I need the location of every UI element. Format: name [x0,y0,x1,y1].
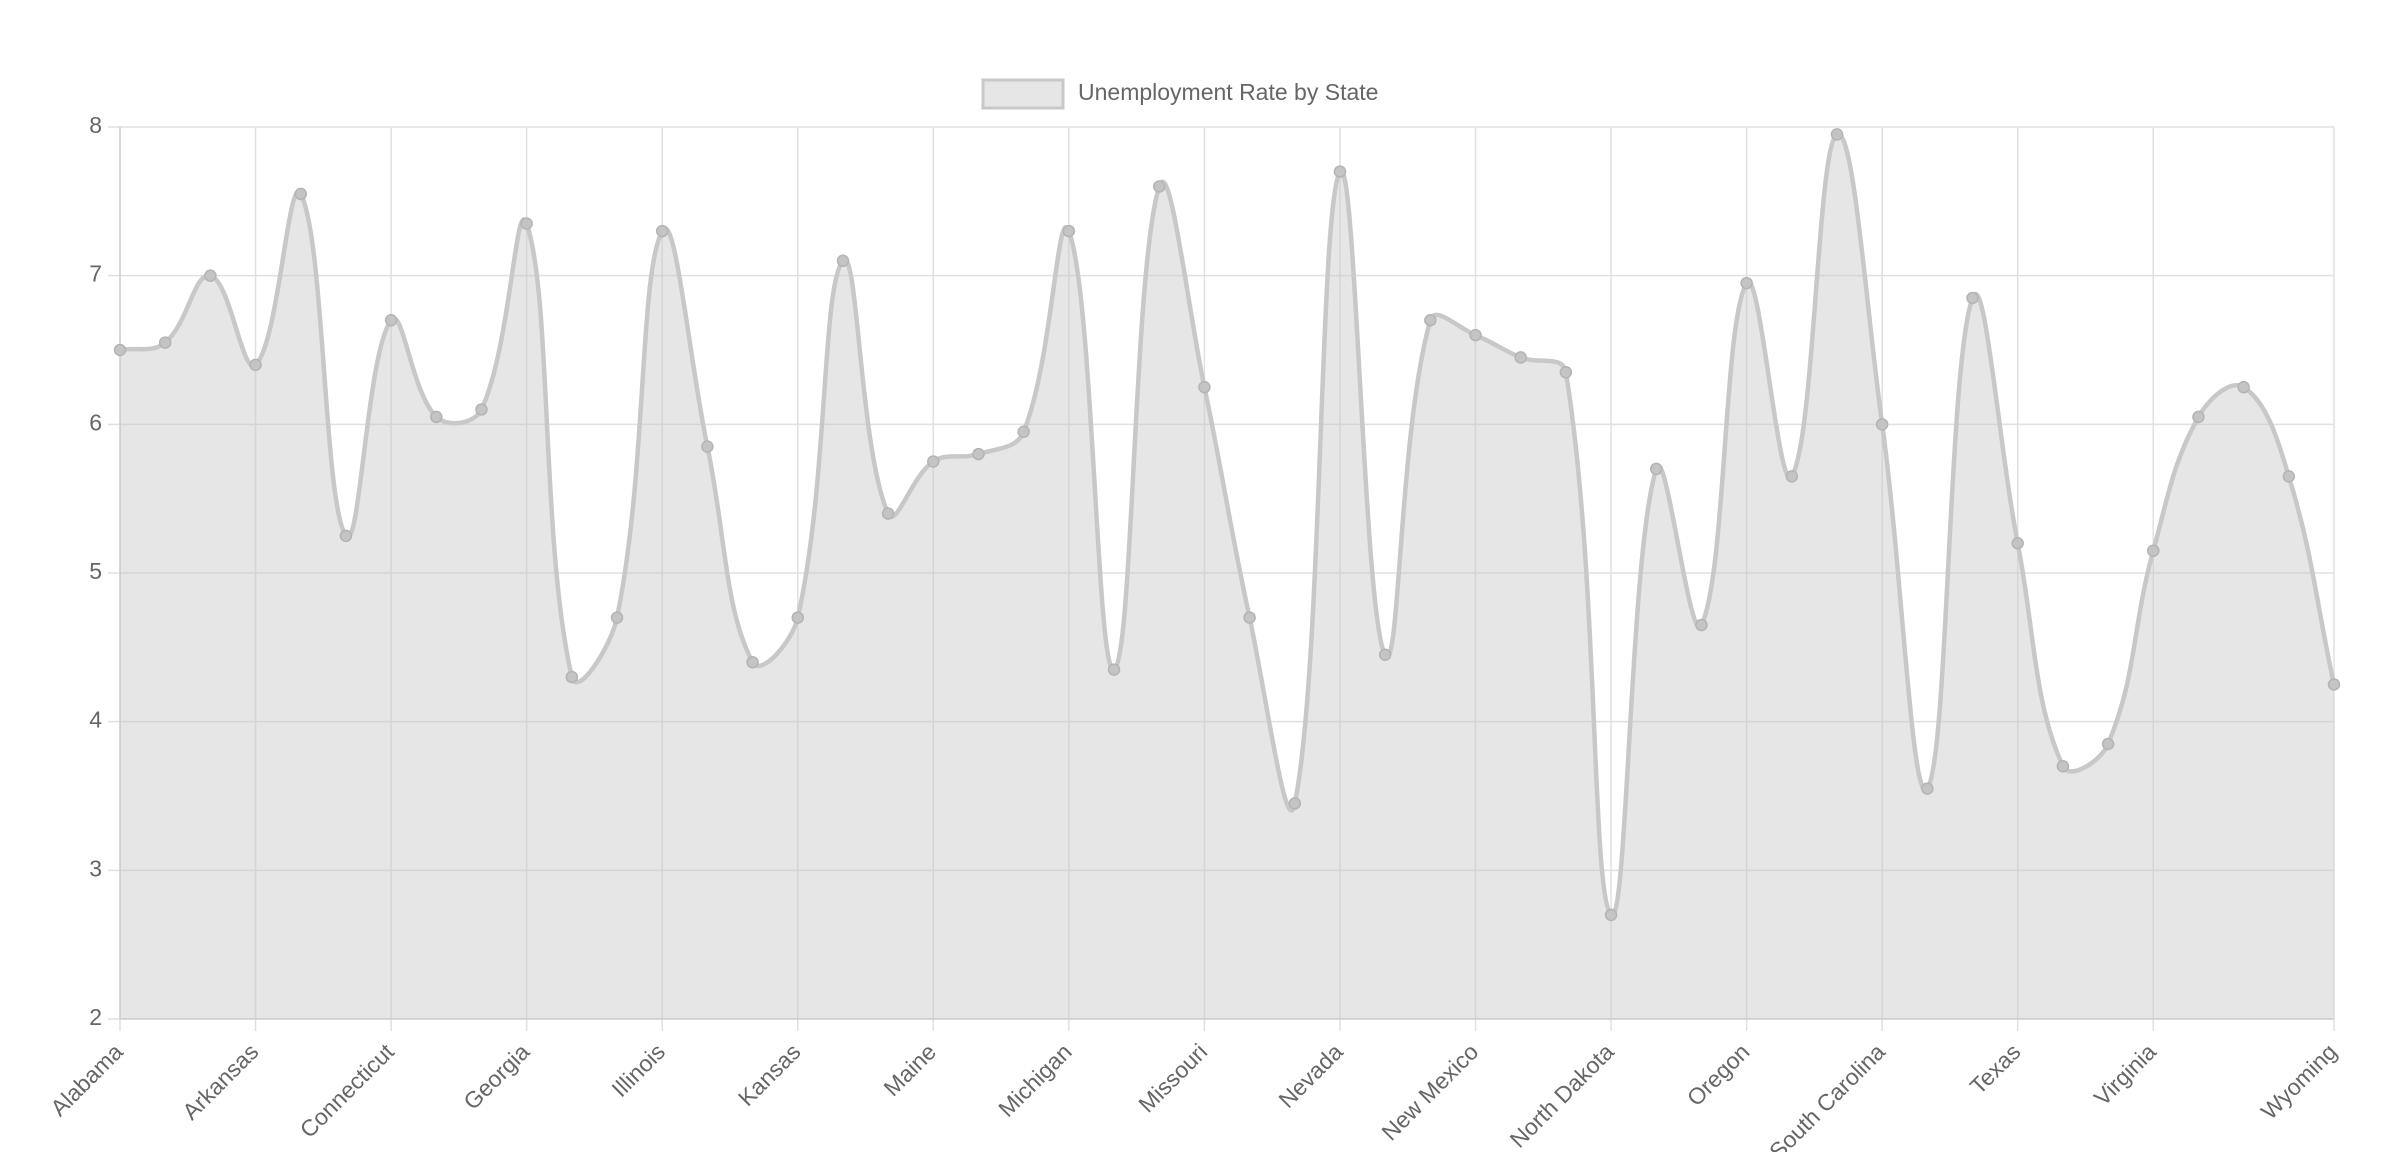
point [2282,470,2296,483]
point [2147,544,2160,557]
point [1514,351,1527,364]
point [294,187,307,201]
point [1830,128,1844,141]
point [1740,276,1753,290]
x-tick-label: Missouri [1133,1038,1212,1117]
x-tick-label: Alabama [45,1038,128,1121]
point [1243,611,1256,624]
point [655,224,669,238]
point [1107,663,1121,676]
point [701,440,714,453]
point [1017,425,1030,439]
point [520,217,533,230]
point [1559,366,1573,379]
point [1695,618,1708,632]
point [2192,410,2205,424]
point [204,269,217,282]
point [610,611,624,624]
point [1649,462,1663,476]
point [2056,760,2070,773]
x-tick-label: Wyoming [2256,1038,2342,1124]
point [339,529,353,543]
y-tick-label: 3 [89,855,102,881]
point [113,343,127,357]
point [1378,648,1392,662]
x-tick-label: North Dakota [1505,1038,1619,1152]
x-tick-label: Maine [878,1038,941,1101]
point [1424,314,1437,327]
x-tick-label: South Carolina [1764,1038,1890,1152]
point [158,336,172,349]
y-tick-label: 7 [89,261,102,287]
x-tick-label: Kansas [733,1038,806,1111]
y-tick-label: 8 [89,112,102,138]
y-tick-label: 4 [89,707,102,733]
point [1921,782,1934,795]
point [1062,224,1076,238]
point [2011,537,2024,550]
x-tick-label: New Mexico [1376,1038,1483,1145]
point [927,455,940,468]
point [1604,908,1618,922]
point [1469,328,1482,342]
point [1875,418,1889,431]
y-tick-label: 2 [89,1004,102,1030]
point [384,314,398,327]
point [1333,165,1347,178]
legend: Unemployment Rate by State [981,78,1378,110]
x-tick-label: Texas [1965,1038,2026,1099]
x-tick-label: Nevada [1273,1038,1348,1113]
point [1288,797,1302,810]
point [565,670,579,684]
point [2101,737,2115,751]
legend-label: Unemployment Rate by State [1078,79,1378,105]
y-tick-label: 5 [89,558,102,584]
y-tick-label: 6 [89,409,102,435]
point [430,410,443,424]
point [1198,380,1211,394]
x-tick-label: Georgia [458,1038,534,1114]
point [791,611,805,624]
point [249,358,262,372]
area [120,134,2334,1019]
x-tick-label: Michigan [993,1038,1076,1121]
legend-swatch [981,78,1065,110]
point [881,507,895,520]
x-tick-label: Oregon [1682,1038,1755,1111]
point [2327,678,2341,691]
point [1152,180,1166,193]
point [836,254,850,268]
point [1966,291,1979,305]
point [972,447,985,461]
x-tick-label: Illinois [606,1038,670,1102]
x-tick-label: Arkansas [177,1038,263,1124]
x-tick-label: Connecticut [295,1038,400,1143]
point [746,655,759,669]
point [475,403,488,416]
point [1785,470,1799,483]
point [2237,380,2250,394]
x-tick-label: Virginia [2089,1038,2161,1110]
